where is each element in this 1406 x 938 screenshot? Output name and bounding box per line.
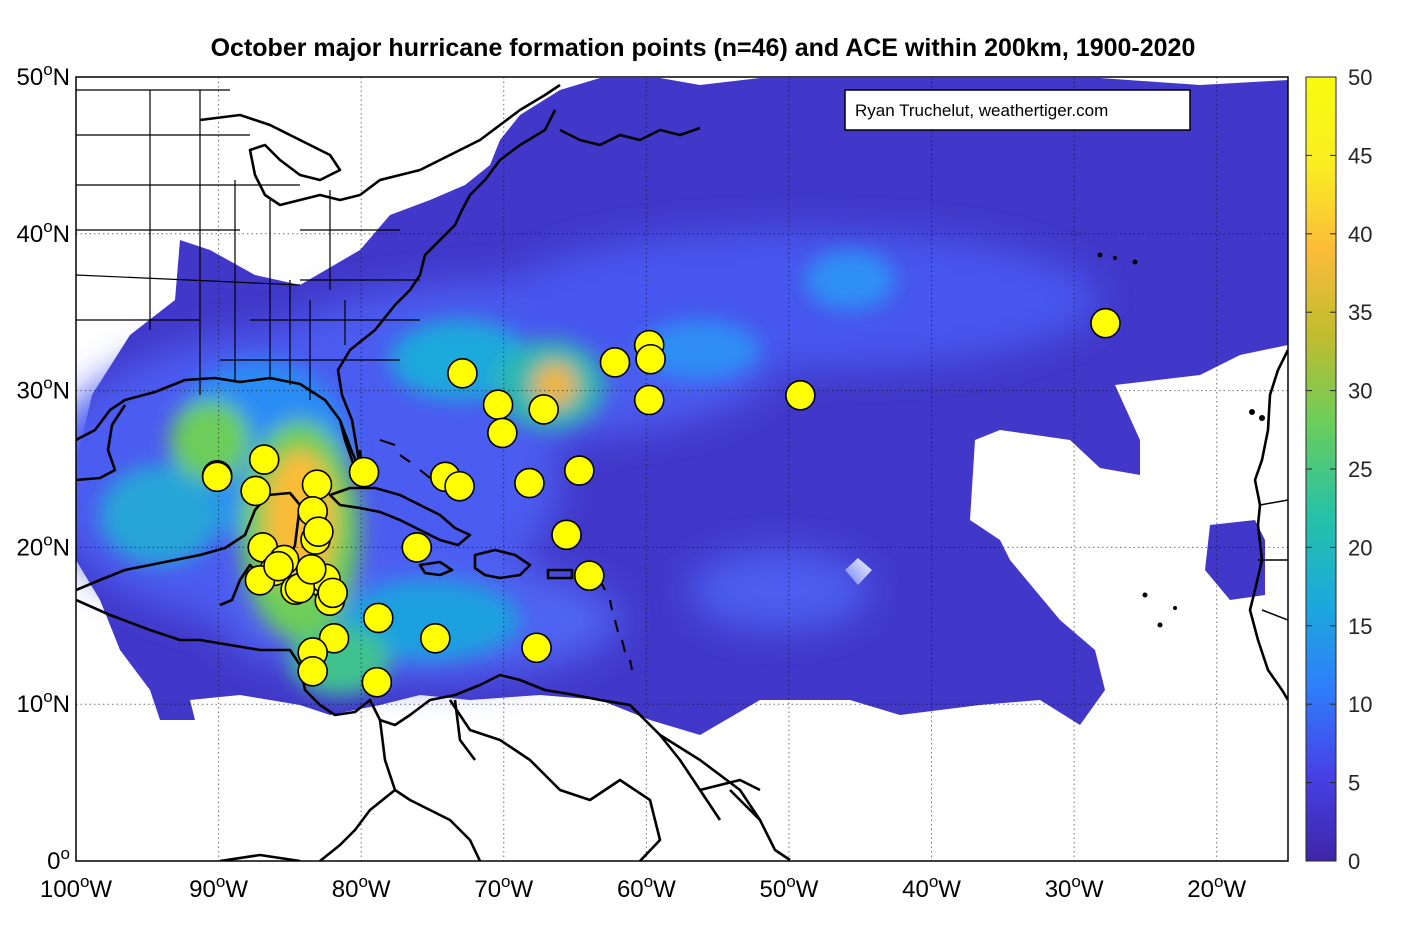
- bahamas: [379, 439, 451, 493]
- azores-islands: [1097, 252, 1103, 258]
- colorbar-tick-label: 30: [1348, 379, 1372, 404]
- longitude-tick-label: 50oW: [760, 872, 819, 903]
- land-outlines: [76, 83, 1288, 861]
- longitude-tick-label: 20oW: [1187, 872, 1246, 903]
- formation-point: [201, 461, 233, 493]
- hispaniola: [473, 548, 532, 580]
- formation-point: [348, 456, 380, 488]
- mexico-coastline: [76, 404, 127, 482]
- azores-islands: [1132, 259, 1138, 265]
- formation-point: [361, 666, 393, 698]
- latitude-tick-labels: 50oN 40oN 30oN 20oN 10oN 0o: [16, 60, 70, 875]
- south-america-borders: [219, 699, 761, 861]
- west-africa-coast: [1248, 349, 1288, 701]
- formation-point: [551, 519, 582, 551]
- formation-point: [487, 417, 518, 449]
- colorbar-tick-label: 20: [1348, 535, 1372, 560]
- lesser-antilles: [599, 579, 633, 671]
- colorbar-tick-label: 10: [1348, 692, 1372, 717]
- formation-point: [514, 467, 545, 499]
- graticule: [76, 77, 1288, 861]
- puerto-rico: [546, 568, 574, 580]
- ace-east-patch: [1205, 520, 1265, 600]
- formation-point: [528, 394, 559, 425]
- central-america: [76, 598, 791, 861]
- cape-verde-islands: [1142, 592, 1148, 598]
- formation-point: [240, 475, 271, 507]
- us-state-borders: [76, 89, 420, 400]
- formation-point: [599, 347, 631, 378]
- longitude-tick-label: 30oW: [1045, 872, 1104, 903]
- formation-point: [633, 384, 665, 416]
- formation-point: [447, 358, 478, 389]
- canary-islands: [1259, 415, 1265, 421]
- canada-coast: [419, 83, 701, 172]
- longitude-tick-label: 90oW: [189, 872, 248, 903]
- colorbar-tick-labels: 0 5 10 15 20 25 30 35 40 45 50: [1306, 65, 1372, 874]
- cape-verde-islands: [1173, 606, 1177, 610]
- formation-point: [263, 550, 294, 582]
- formation-point: [785, 380, 816, 411]
- cuba: [328, 486, 472, 547]
- formation-point: [301, 469, 333, 500]
- colorbar-tick-label: 35: [1348, 300, 1372, 325]
- colorbar: 0 5 10 15 20 25 30 35 40 45 50: [1305, 65, 1372, 874]
- formation-point: [574, 560, 605, 591]
- formation-point: [1090, 307, 1121, 339]
- colorbar-tick-label: 40: [1348, 222, 1372, 247]
- longitude-tick-label: 40oW: [902, 872, 961, 903]
- formation-point: [482, 389, 514, 421]
- latitude-tick-label: 0o: [47, 844, 70, 875]
- latitude-tick-label: 10oN: [16, 687, 70, 718]
- formation-point: [401, 532, 433, 563]
- chart-title: October major hurricane formation points…: [210, 34, 1196, 62]
- formation-point: [318, 623, 350, 654]
- latitude-tick-label: 20oN: [16, 530, 70, 561]
- longitude-tick-label: 80oW: [332, 872, 391, 903]
- plot-frame: [75, 76, 1289, 862]
- colorbar-tick-label: 0: [1348, 849, 1360, 874]
- west-africa-borders: [1258, 499, 1288, 621]
- canary-islands: [1249, 409, 1255, 415]
- formation-point: [248, 444, 280, 475]
- colorbar-tick-label: 15: [1348, 614, 1372, 639]
- colorbar-tick-label: 5: [1348, 771, 1360, 796]
- us-coastline: [76, 109, 557, 472]
- formation-point: [444, 470, 475, 502]
- longitude-tick-label: 100oW: [40, 872, 113, 903]
- formation-point: [420, 623, 451, 654]
- great-lakes: [199, 113, 421, 207]
- longitude-tick-label: 70oW: [474, 872, 533, 903]
- formation-point: [564, 455, 595, 486]
- latitude-tick-label: 50oN: [16, 60, 70, 91]
- formation-point: [635, 343, 666, 375]
- formation-point: [297, 655, 328, 687]
- credit-box-frame: [844, 89, 1191, 131]
- jamaica: [418, 560, 454, 577]
- credit-text: Ryan Truchelut, weathertiger.com: [855, 101, 1108, 120]
- cape-verde-islands: [1157, 622, 1163, 628]
- colorbar-tick-label: 45: [1348, 143, 1372, 168]
- latitude-tick-label: 40oN: [16, 217, 70, 248]
- formation-point: [362, 602, 394, 634]
- longitude-tick-label: 60oW: [617, 872, 676, 903]
- formation-point: [295, 554, 327, 585]
- formation-points: [201, 307, 1121, 698]
- latitude-tick-label: 30oN: [16, 374, 70, 405]
- ace-density-field: [76, 78, 1288, 735]
- longitude-tick-labels: 100oW 90oW 80oW 70oW 60oW 50oW 40oW 30oW 20oW: [40, 872, 1247, 903]
- colorbar-tick-label: 25: [1348, 457, 1372, 482]
- credit-box: Ryan Truchelut, weathertiger.com: [844, 89, 1191, 131]
- formation-point: [303, 516, 334, 548]
- formation-point: [317, 577, 348, 609]
- colorbar-tick-label: 50: [1348, 65, 1372, 90]
- azores-islands: [1113, 256, 1117, 260]
- formation-point: [521, 632, 552, 664]
